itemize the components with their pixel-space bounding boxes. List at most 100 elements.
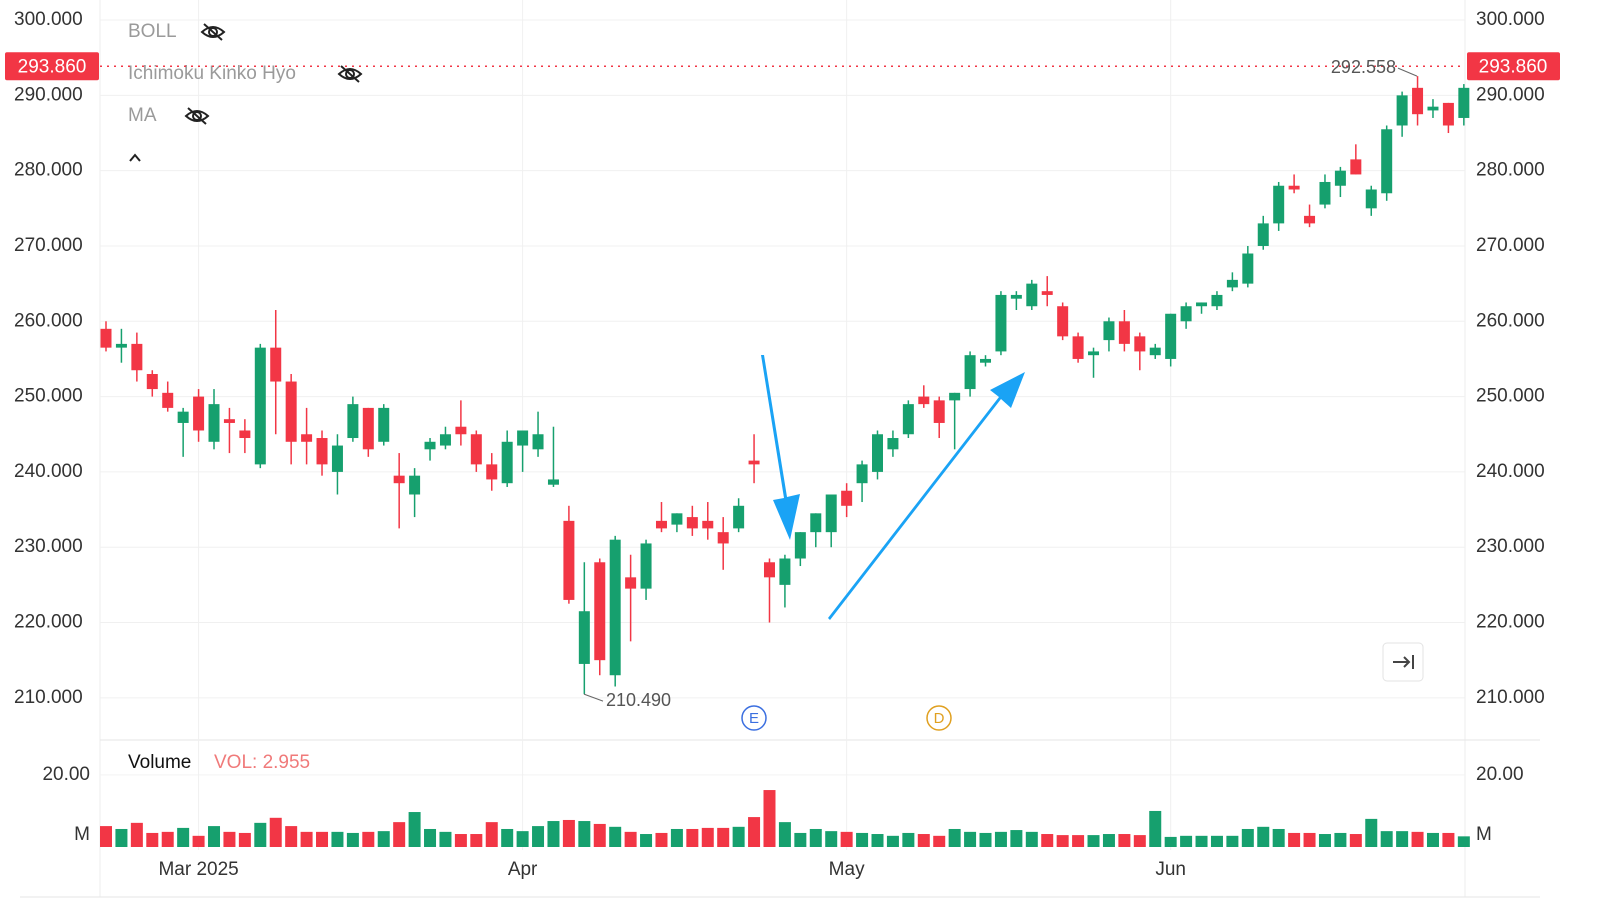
volume-bar bbox=[254, 822, 267, 847]
candle-body bbox=[1458, 87, 1470, 118]
volume-bar bbox=[115, 828, 128, 847]
volume-bar bbox=[1087, 835, 1100, 847]
candle-body bbox=[1350, 159, 1362, 175]
collapse-icon[interactable] bbox=[129, 153, 141, 162]
candle-body bbox=[1334, 170, 1346, 186]
candle-body bbox=[270, 347, 282, 382]
annotation-arrows bbox=[761, 355, 1025, 620]
eye-off-icon[interactable] bbox=[200, 23, 226, 41]
candle-body bbox=[1149, 347, 1161, 356]
volume-bar bbox=[177, 827, 190, 847]
x-tick-label: Jun bbox=[1155, 859, 1186, 880]
y-tick-label: 280.000 bbox=[14, 160, 83, 181]
volume-bar bbox=[161, 831, 174, 847]
volume-bar bbox=[1010, 830, 1023, 847]
volume-bar bbox=[593, 823, 606, 847]
candle-body bbox=[949, 392, 961, 401]
candle-body bbox=[671, 513, 683, 525]
volume-bar bbox=[1102, 834, 1115, 847]
eye-off-icon[interactable] bbox=[184, 107, 210, 125]
volume-bar bbox=[408, 812, 421, 847]
candle-body bbox=[918, 396, 930, 405]
candle-body bbox=[362, 407, 374, 450]
volume-bar bbox=[886, 835, 899, 847]
volume-bar bbox=[1349, 834, 1362, 847]
volume-bar bbox=[300, 831, 313, 847]
volume-bar bbox=[547, 821, 560, 847]
volume-bar bbox=[1195, 835, 1208, 847]
volume-bar bbox=[130, 822, 143, 847]
y-tick-label: 260.000 bbox=[14, 310, 83, 331]
event-label: D bbox=[934, 710, 945, 727]
candle-body bbox=[733, 505, 745, 529]
candle-body bbox=[1057, 306, 1069, 337]
volume-bar bbox=[1365, 818, 1378, 847]
volume-tick-label: 20.00 bbox=[1476, 764, 1524, 785]
volume-bar bbox=[717, 827, 730, 847]
y-tick-label: 230.000 bbox=[1476, 536, 1545, 557]
volume-bar bbox=[1072, 835, 1085, 847]
volume-tick-label: 20.00 bbox=[42, 764, 90, 785]
candle-body bbox=[378, 407, 390, 442]
volume-bar bbox=[686, 828, 699, 847]
candle-body bbox=[686, 517, 698, 529]
candle-body bbox=[702, 520, 714, 529]
volume-bar bbox=[377, 831, 390, 847]
candle-body bbox=[794, 532, 806, 559]
candle-body bbox=[1134, 336, 1146, 352]
volume-bar bbox=[285, 826, 298, 847]
candle-body bbox=[841, 490, 853, 506]
last-price-box bbox=[5, 52, 99, 81]
volume-bar bbox=[1303, 832, 1316, 847]
volume-bar bbox=[562, 819, 575, 847]
volume-bar bbox=[146, 832, 159, 847]
indicator-label: BOLL bbox=[128, 21, 177, 42]
volume-bar bbox=[223, 831, 236, 847]
candle-body bbox=[100, 328, 112, 348]
x-tick-label: Apr bbox=[508, 859, 538, 880]
candle-body bbox=[825, 494, 837, 533]
volume-bar bbox=[100, 826, 112, 847]
volume-bar bbox=[871, 834, 884, 847]
event-marker[interactable]: E bbox=[741, 705, 767, 731]
eye-off-icon[interactable] bbox=[337, 65, 363, 83]
volume-bar bbox=[856, 832, 869, 847]
last-price-label: 293.860 bbox=[18, 56, 87, 77]
volume-bar bbox=[1210, 835, 1223, 847]
volume-bar bbox=[331, 831, 344, 847]
candle-body bbox=[517, 430, 529, 446]
candle-body bbox=[748, 460, 760, 465]
candle-body bbox=[1412, 87, 1424, 115]
y-tick-label: 220.000 bbox=[14, 612, 83, 633]
marks bbox=[100, 76, 1470, 847]
y-tick-label: 230.000 bbox=[14, 536, 83, 557]
candle-body bbox=[347, 404, 359, 439]
volume-bar bbox=[763, 790, 776, 847]
volume-bar bbox=[470, 834, 483, 847]
candle-body bbox=[501, 441, 513, 484]
scroll-to-latest-button[interactable] bbox=[1382, 642, 1424, 682]
volume-bar bbox=[1118, 834, 1131, 847]
candle-body bbox=[1026, 283, 1038, 307]
candle-body bbox=[578, 611, 590, 664]
event-marker[interactable]: D bbox=[926, 705, 952, 731]
volume-title: Volume bbox=[128, 752, 191, 773]
volume-bar bbox=[794, 832, 807, 847]
volume-bar bbox=[578, 821, 591, 847]
volume-bar bbox=[1411, 831, 1424, 847]
y-tick-label: 300.000 bbox=[1476, 9, 1545, 30]
y-tick-label: 220.000 bbox=[1476, 612, 1545, 633]
volume-bar bbox=[1056, 835, 1069, 847]
volume-bar bbox=[1426, 832, 1439, 847]
y-tick-label: 280.000 bbox=[1476, 160, 1545, 181]
candle-body bbox=[1010, 294, 1022, 299]
candle-body bbox=[594, 562, 606, 661]
candle-body bbox=[609, 539, 621, 676]
volume-bar bbox=[238, 832, 251, 847]
candle-body bbox=[779, 558, 791, 585]
volume-bar bbox=[917, 834, 930, 847]
volume-bar bbox=[501, 828, 514, 847]
volume-bar bbox=[670, 828, 683, 847]
y-tick-label: 260.000 bbox=[1476, 310, 1545, 331]
